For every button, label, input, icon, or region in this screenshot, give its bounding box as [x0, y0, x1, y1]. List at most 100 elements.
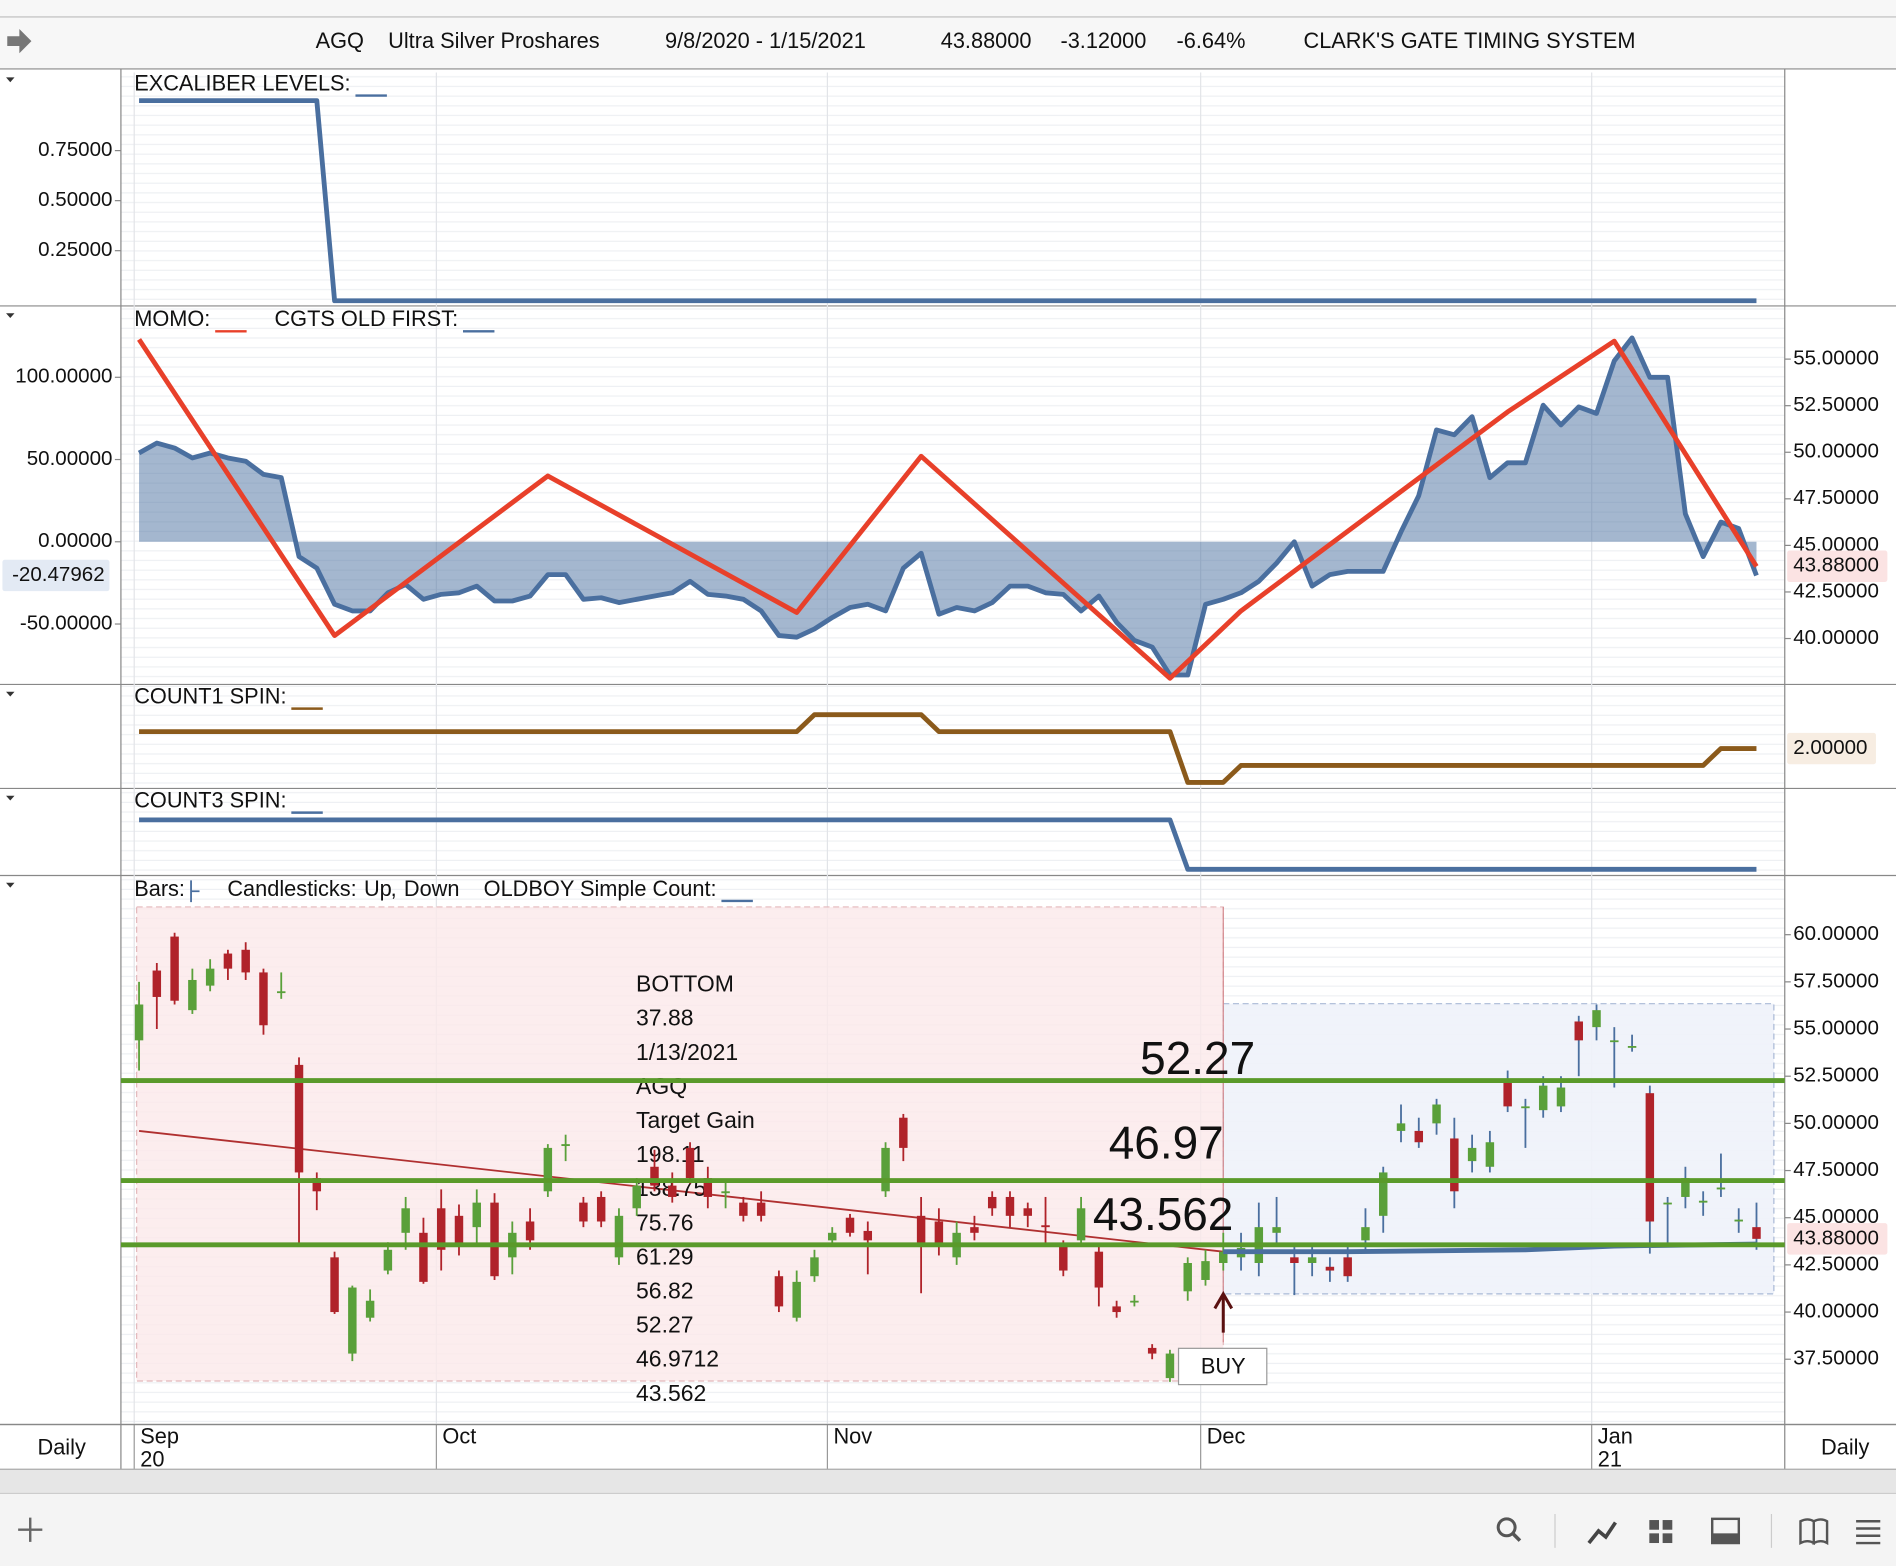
y-tick-label: 40.00000	[1793, 626, 1879, 649]
annotation: 61.29	[636, 1243, 693, 1269]
candle-body	[810, 1257, 819, 1277]
candle-body	[472, 1202, 481, 1228]
candle-body	[1023, 1208, 1032, 1216]
legend-label: MOMO:	[134, 306, 210, 331]
x-tick-label: Dec	[1207, 1424, 1246, 1449]
candle-body	[1716, 1187, 1726, 1190]
candle-body	[1201, 1261, 1210, 1280]
book-button[interactable]	[1799, 1518, 1829, 1546]
candle-body	[152, 970, 162, 997]
symbol: AGQ	[316, 28, 364, 53]
candle-body	[1041, 1225, 1050, 1228]
candle-body	[1432, 1104, 1441, 1124]
add-button[interactable]	[18, 1517, 43, 1542]
candle-body	[916, 1215, 926, 1247]
candle-body	[739, 1202, 748, 1216]
header-bar	[0, 0, 1896, 69]
nav-arrow-icon[interactable]	[7, 29, 32, 54]
candle-body	[1574, 1021, 1583, 1041]
candle-body	[1325, 1266, 1335, 1271]
price-change: -3.12000	[1060, 28, 1146, 53]
candle-body	[1147, 1347, 1157, 1354]
candle-body	[312, 1178, 322, 1192]
percent-change: -6.64%	[1177, 28, 1246, 53]
legend-label: OLDBOY Simple Count:	[484, 876, 717, 901]
legend-label: Up	[364, 876, 392, 901]
annotation: Target Gain	[636, 1107, 755, 1133]
panel-menu-icon	[6, 691, 15, 697]
candle-body	[1627, 1046, 1637, 1048]
candle-body	[1734, 1219, 1743, 1222]
legend-label: COUNT1 SPIN:	[134, 683, 286, 708]
candle-body	[1165, 1353, 1175, 1379]
candle-body	[1361, 1227, 1370, 1241]
y-tick-label: -50.00000	[20, 611, 113, 634]
candle-body	[1610, 1040, 1619, 1043]
candle-body	[365, 1300, 375, 1318]
list-button[interactable]	[1856, 1520, 1881, 1545]
annotation: BOTTOM	[636, 971, 734, 997]
y-tick-label: 55.00000	[1793, 347, 1879, 370]
target-level-label: 43.562	[1093, 1188, 1234, 1240]
y-tick-label: 47.50000	[1793, 1158, 1879, 1181]
layout-button[interactable]	[1649, 1520, 1673, 1544]
series-line	[137, 335, 1759, 678]
candle-body	[1130, 1300, 1139, 1303]
annotation: 1/13/2021	[636, 1039, 738, 1065]
candle-body	[1290, 1257, 1299, 1264]
search-button[interactable]	[1496, 1517, 1522, 1542]
price-marker-label: 2.00000	[1793, 736, 1867, 759]
annotation: 43.562	[636, 1380, 706, 1406]
candle-body	[1450, 1138, 1459, 1192]
annotation: AGQ	[636, 1073, 687, 1099]
legend-label: CGTS OLD FIRST:	[274, 306, 458, 331]
candle-body	[330, 1257, 339, 1313]
candle-body	[1538, 1085, 1548, 1111]
candle-body	[1592, 1010, 1601, 1028]
y-tick-label: 45.00000	[1793, 533, 1879, 556]
y-tick-label: 0.50000	[38, 188, 112, 211]
candle-body	[614, 1215, 624, 1258]
candle-body	[134, 1004, 144, 1041]
x-tick-label: Nov	[833, 1424, 872, 1449]
candle-body	[1219, 1251, 1228, 1264]
candle-body	[863, 1230, 873, 1241]
y-tick-label: 60.00000	[1793, 922, 1879, 945]
panel-button[interactable]	[1710, 1517, 1741, 1545]
candle-body	[1521, 1106, 1530, 1109]
candle-body	[1556, 1087, 1566, 1107]
panel-menu-icon	[6, 313, 15, 319]
candle-body	[1059, 1246, 1068, 1271]
y-tick-label: 37.50000	[1793, 1347, 1879, 1370]
candle-body	[419, 1232, 428, 1282]
candle-body	[881, 1147, 890, 1192]
candle-body	[828, 1232, 837, 1241]
candle-body	[259, 972, 268, 1026]
legend-label: EXCALIBER LEVELS:	[134, 70, 350, 95]
candle-body	[792, 1281, 801, 1318]
panel-menu-icon	[6, 77, 15, 83]
candle-body	[348, 1287, 357, 1354]
candle-body	[383, 1249, 393, 1271]
panel-background	[120, 684, 1785, 789]
candle-body	[1698, 1200, 1708, 1203]
price-marker-label: 43.88000	[1793, 1226, 1879, 1249]
price-marker-box	[2, 559, 110, 592]
x-year-label: 21	[1598, 1447, 1622, 1472]
candle-body	[170, 936, 179, 1001]
x-year-label: 20	[140, 1447, 164, 1472]
candle-body	[1396, 1123, 1406, 1131]
y-tick-label: 42.50000	[1793, 579, 1879, 602]
candle-body	[1307, 1257, 1317, 1264]
target-level-label: 46.97	[1109, 1117, 1224, 1169]
y-tick-label: 50.00000	[27, 447, 113, 470]
candle-body	[1076, 1208, 1086, 1241]
target-level-label: 52.27	[1140, 1032, 1255, 1084]
chart-style-button[interactable]	[1587, 1521, 1617, 1545]
y-tick-label: 47.50000	[1793, 486, 1879, 509]
candle-body	[970, 1227, 979, 1233]
candle-body	[596, 1196, 606, 1222]
panel-background	[120, 70, 1785, 306]
candle-body	[845, 1217, 855, 1233]
